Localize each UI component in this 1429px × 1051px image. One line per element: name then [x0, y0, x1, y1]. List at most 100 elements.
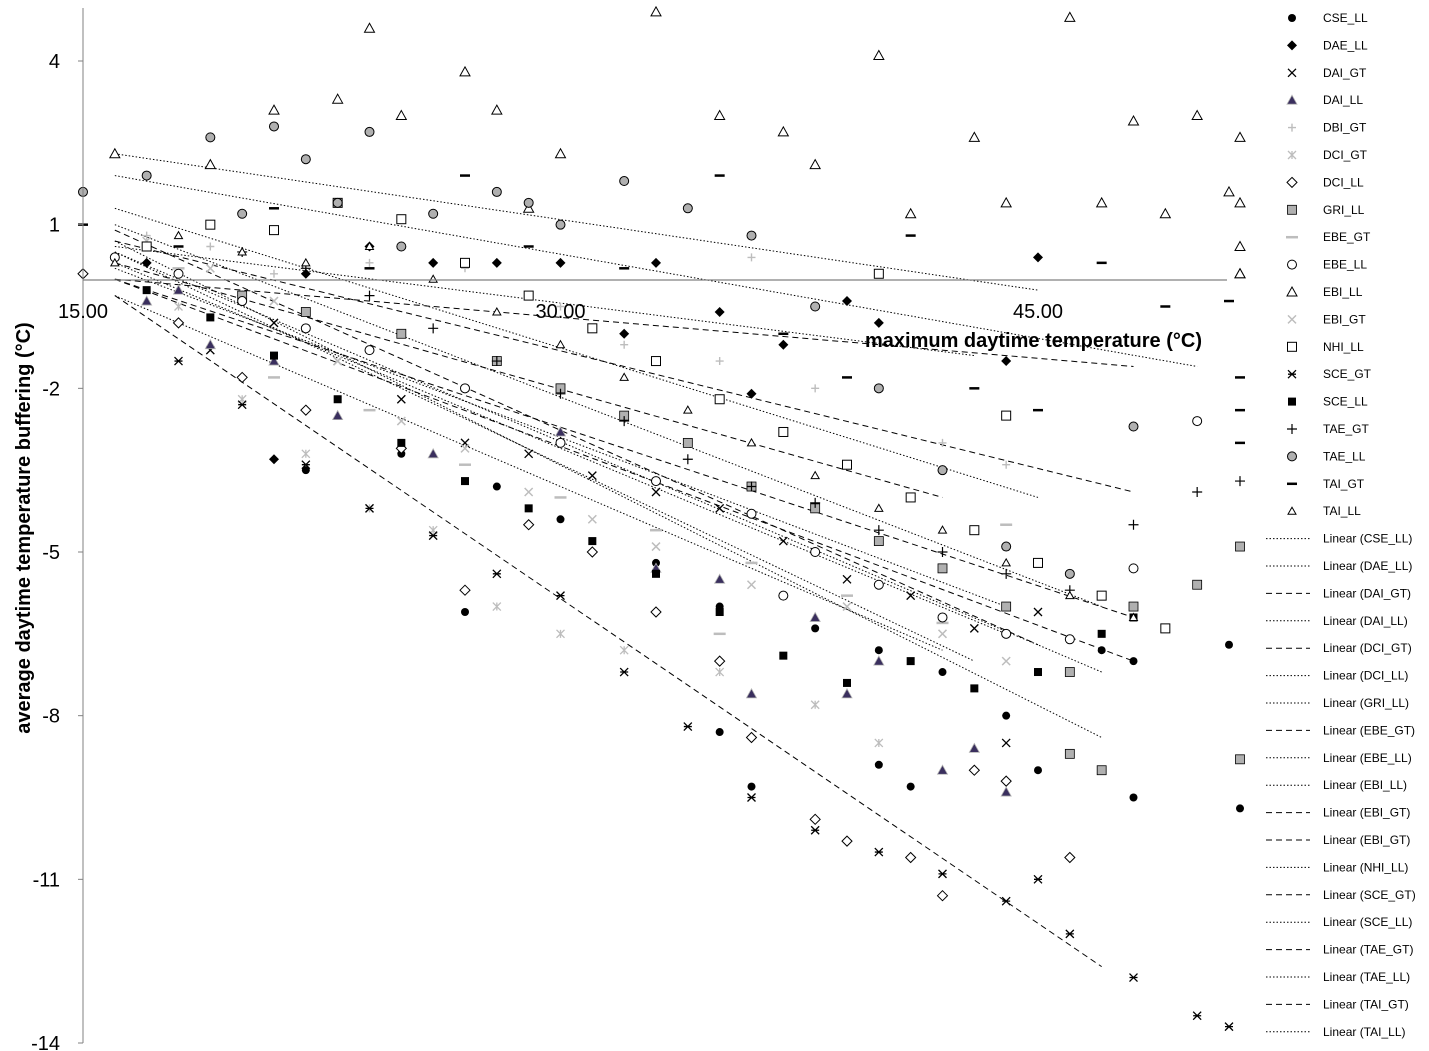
data-point — [810, 547, 821, 557]
data-point — [1234, 196, 1246, 208]
y-tick-label: -8 — [42, 706, 60, 728]
legend-item: NHI_LL — [1287, 340, 1364, 354]
x-tick-label: 30.00 — [535, 301, 585, 323]
data-point — [1192, 1011, 1202, 1021]
data-point — [1001, 557, 1012, 567]
data-point — [1128, 601, 1139, 612]
data-point — [682, 454, 693, 465]
legend-item: DAI_GT — [1287, 66, 1367, 80]
data-point — [1064, 634, 1075, 645]
y-tick-label: 4 — [49, 51, 60, 73]
data-point — [301, 449, 311, 459]
data-point — [142, 231, 151, 240]
legend-item: EBI_GT — [1287, 312, 1366, 326]
data-point — [492, 569, 502, 579]
data-point — [682, 405, 693, 414]
data-point — [873, 655, 885, 666]
legend-label: EBE_GT — [1323, 230, 1371, 244]
legend-item: DCI_LL — [1286, 175, 1364, 189]
data-point — [555, 219, 566, 230]
data-point — [810, 825, 820, 835]
legend-item: Linear (NHI_LL) — [1266, 860, 1408, 874]
legend-label: TAI_LL — [1323, 504, 1361, 518]
data-point — [141, 170, 152, 181]
data-point — [1095, 196, 1108, 208]
data-point — [524, 449, 534, 459]
legend-marker — [1287, 314, 1297, 324]
legend-marker — [1287, 451, 1297, 462]
data-point — [1128, 612, 1139, 621]
data-point — [365, 258, 374, 267]
data-point — [874, 646, 883, 655]
data-point — [619, 176, 630, 187]
data-point — [524, 487, 534, 497]
data-point — [555, 437, 566, 448]
data-point — [587, 471, 597, 481]
data-point — [523, 290, 534, 301]
data-point — [937, 629, 948, 639]
data-point — [173, 230, 184, 240]
data-point — [491, 257, 502, 268]
legend-marker — [1286, 94, 1298, 105]
trendline-sce-gt — [114, 295, 1102, 968]
data-point — [936, 764, 949, 775]
data-point — [873, 579, 884, 590]
data-point — [810, 301, 821, 312]
data-point — [747, 782, 756, 791]
data-point — [1064, 748, 1075, 759]
data-point — [745, 731, 758, 744]
legend-marker — [1287, 506, 1297, 515]
trendline-cse-ll — [114, 251, 975, 662]
legend-label: TAE_GT — [1323, 422, 1369, 436]
legend-item: GRI_LL — [1287, 203, 1365, 217]
legend-item: DCI_GT — [1287, 148, 1368, 162]
data-point — [842, 574, 852, 584]
data-point — [1236, 804, 1244, 813]
data-point — [778, 590, 789, 601]
legend-item: Linear (DCI_LL) — [1266, 669, 1408, 683]
data-point — [715, 503, 725, 513]
legend-label: Linear (EBE_LL) — [1323, 751, 1412, 765]
series-ebi-ll — [108, 5, 1246, 279]
y-tick-label: -2 — [42, 378, 60, 400]
data-point — [141, 257, 152, 268]
series-ebe-gt — [172, 267, 1013, 636]
data-point — [364, 241, 375, 250]
series-ebe-ll — [109, 252, 1203, 645]
data-points — [77, 5, 1246, 1032]
legend-item: Linear (CSE_LL) — [1266, 532, 1412, 546]
data-point — [268, 355, 280, 366]
series-dci-gt — [174, 302, 884, 748]
data-point — [1001, 896, 1011, 906]
data-point — [490, 104, 503, 115]
data-point — [842, 296, 852, 307]
data-point — [365, 503, 374, 513]
data-point — [1128, 519, 1139, 530]
data-point — [523, 197, 534, 208]
data-point — [746, 508, 757, 519]
data-point — [841, 835, 853, 847]
legend-label: Linear (EBI_GT) — [1323, 806, 1410, 820]
data-point — [1192, 416, 1203, 427]
legend-marker — [1286, 176, 1298, 189]
data-point — [1002, 711, 1011, 720]
data-point — [300, 404, 312, 416]
legend-label: Linear (DAI_GT) — [1323, 586, 1411, 600]
data-point — [459, 65, 471, 77]
data-point — [300, 154, 311, 165]
trendline-dci-ll — [114, 295, 943, 651]
data-point — [1234, 240, 1246, 251]
data-point — [269, 225, 279, 236]
data-point — [811, 384, 820, 393]
legend-item: TAI_GT — [1287, 477, 1365, 491]
data-point — [713, 573, 726, 584]
data-point — [1129, 657, 1138, 666]
legend-label: Linear (GRI_LL) — [1323, 696, 1409, 710]
data-point — [905, 492, 916, 503]
legend-item: EBE_GT — [1286, 230, 1371, 244]
data-point — [1224, 1022, 1234, 1032]
data-point — [237, 400, 247, 410]
data-point — [778, 339, 789, 350]
data-point — [269, 121, 279, 132]
data-point — [874, 738, 884, 748]
